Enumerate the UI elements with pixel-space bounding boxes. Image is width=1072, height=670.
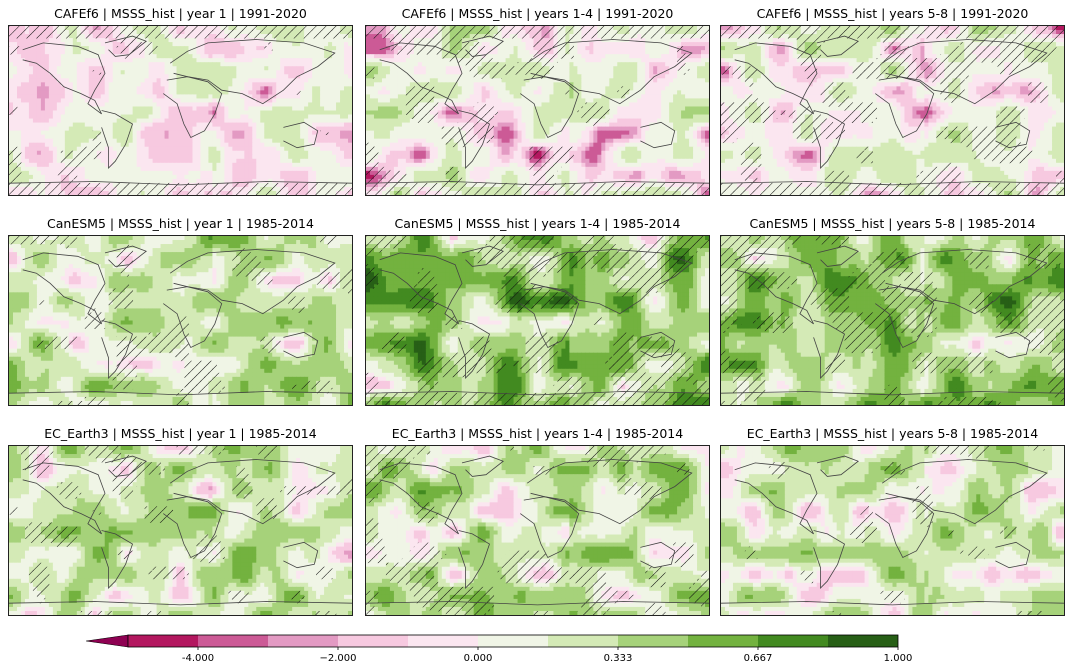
hatching [366, 446, 709, 615]
panel-title: CanESM5 | MSSS_hist | years 1-4 | 1985-2… [355, 214, 720, 234]
colorbar-segment [338, 635, 408, 647]
heatmap-grid [366, 446, 709, 615]
colorbar-tick-label: -4.000 [182, 653, 214, 664]
colorbar-segment [128, 635, 198, 647]
skill-map [365, 235, 710, 406]
colorbar: -4.000 −2.000 0.000 0.333 0.667 1.000 [86, 634, 913, 664]
hatching [721, 26, 1064, 195]
colorbar-segment [828, 635, 898, 647]
hatching [744, 446, 1045, 615]
skill-map [720, 445, 1065, 616]
hatching [721, 236, 1064, 405]
heatmap-grid [721, 446, 1064, 615]
coastlines [9, 455, 352, 606]
colorbar-extend-arrow [86, 634, 129, 648]
panel-title: CanESM5 | MSSS_hist | years 5-8 | 1985-2… [710, 214, 1072, 234]
heatmap-grid [9, 236, 352, 405]
panel-title: EC_Earth3 | MSSS_hist | years 5-8 | 1985… [710, 424, 1072, 444]
coastlines [721, 455, 1064, 606]
panel-title: CAFEf6 | MSSS_hist | years 1-4 | 1991-20… [355, 4, 720, 24]
heatmap-grid [9, 26, 352, 195]
heatmap-grid [366, 236, 709, 405]
colorbar-tick-label: 0.000 [464, 653, 493, 664]
skill-map [8, 445, 353, 616]
skill-map [8, 25, 353, 196]
panel-title: EC_Earth3 | MSSS_hist | year 1 | 1985-20… [0, 424, 363, 444]
coastlines [9, 35, 352, 186]
coastlines [366, 455, 709, 606]
skill-map [8, 235, 353, 406]
heatmap-grid [721, 236, 1064, 405]
colorbar-segment [198, 635, 268, 647]
coastlines [366, 35, 709, 186]
colorbar-tick-label: 1.000 [884, 653, 913, 664]
colorbar-segment [408, 635, 478, 647]
colorbar-segment [268, 635, 338, 647]
panel-title: CAFEf6 | MSSS_hist | year 1 | 1991-2020 [0, 4, 363, 24]
panel-title: CAFEf6 | MSSS_hist | years 5-8 | 1991-20… [710, 4, 1072, 24]
coastlines [721, 245, 1064, 396]
coastlines [721, 35, 1064, 186]
colorbar-segment [618, 635, 688, 647]
coastlines [9, 245, 352, 396]
heatmap-grid [721, 26, 1064, 195]
colorbar-segment [758, 635, 828, 647]
skill-map [365, 25, 710, 196]
colorbar-segment [478, 635, 548, 647]
heatmap-grid [9, 446, 352, 615]
skill-map [720, 25, 1065, 196]
colorbar-tick-label: 0.667 [744, 653, 773, 664]
colorbar-tick-label: 0.333 [604, 653, 633, 664]
skill-map [365, 445, 710, 616]
coastlines [366, 245, 709, 396]
heatmap-cells [9, 26, 352, 195]
skill-map [720, 235, 1065, 406]
heatmap-cells [721, 446, 1064, 615]
colorbar-segment [548, 635, 618, 647]
hatching [366, 26, 709, 195]
panel-title: CanESM5 | MSSS_hist | year 1 | 1985-2014 [0, 214, 363, 234]
colorbar-tick-label: −2.000 [319, 653, 356, 664]
colorbar-segment [688, 635, 758, 647]
panel-title: EC_Earth3 | MSSS_hist | years 1-4 | 1985… [355, 424, 720, 444]
heatmap-grid [366, 26, 709, 195]
